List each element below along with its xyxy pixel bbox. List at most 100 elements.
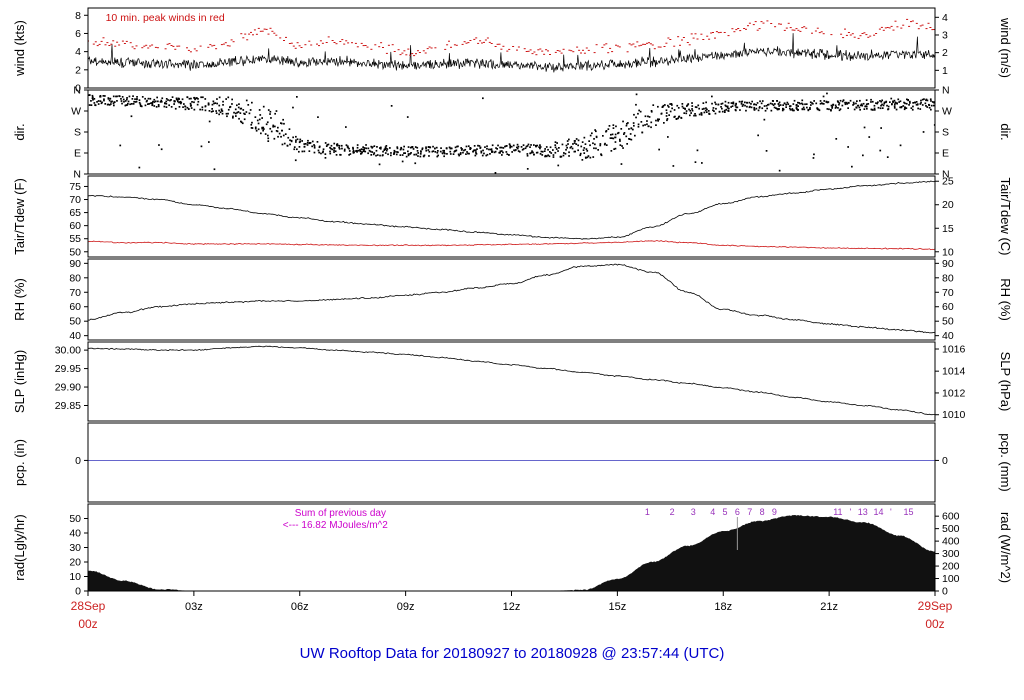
- rad-annotation: 7: [747, 507, 752, 517]
- pcp-ylabel-left: pcp. (in): [12, 439, 27, 486]
- wind-annotation: 10 min. peak winds in red: [106, 12, 225, 24]
- pcp-panel-border: [87, 422, 936, 503]
- panel-wind: 0 2 4 6 8 1 2 3 4 wind (kts) wind (m/s) 10 min. pea…: [12, 7, 1013, 95]
- x-tick-label: 21z: [820, 601, 838, 613]
- temp-ytick-right: 25: [942, 176, 954, 188]
- rad-annotation: 15: [903, 507, 913, 517]
- rh-ytick-right: 40: [942, 330, 954, 342]
- x-tick-label: 12z: [503, 601, 521, 613]
- slp-ytick-left: 29.90: [55, 382, 81, 394]
- slp-ytick-right: 1012: [942, 387, 966, 399]
- rh-ytick-left: 40: [69, 330, 81, 342]
- slp-series: [88, 345, 935, 416]
- rh-ytick-left: 80: [69, 272, 81, 284]
- temp-ytick-left: 60: [69, 220, 81, 232]
- temp-ytick-left: 50: [69, 246, 81, 258]
- rad-annotation: 11: [833, 507, 842, 517]
- temp-ytick-left: 55: [69, 233, 81, 245]
- rh-panel-border: [87, 258, 936, 341]
- wind-ylabel-left: wind (kts): [12, 20, 27, 77]
- rh-ytick-left: 60: [69, 301, 81, 313]
- wind-panel-border: [87, 7, 936, 89]
- dir-ytick-right: N: [942, 85, 950, 97]
- dir-ytick-left: N: [73, 169, 81, 181]
- x-axis: 03z 06z 09z 12z 15z 18z 21z 28Sep 00z 29Sep 00z: [71, 591, 953, 631]
- rad-annotation: ': [849, 507, 851, 517]
- rad-annotation: 6: [735, 507, 740, 517]
- slp-ytick-right: 1014: [942, 366, 966, 378]
- rad-annotation: 4: [710, 507, 715, 517]
- slp-panel-border: [87, 341, 936, 422]
- temp-series: [88, 180, 935, 251]
- rh-ylabel-right: RH (%): [998, 278, 1013, 321]
- rad-annotation: 5: [722, 507, 727, 517]
- rad-ytick-left: 0: [75, 586, 81, 598]
- rh-ytick-right: 80: [942, 272, 954, 284]
- slp-ylabel-left: SLP (inHg): [12, 350, 27, 413]
- pcp-ytick-right: 0: [942, 455, 948, 467]
- panel-rad: 010203040500100200300400500600rad(Lgly/h…: [12, 503, 1013, 598]
- end-date-label: 29Sep: [918, 599, 953, 613]
- rad-ytick-left: 50: [69, 513, 81, 525]
- temp-ytick-right: 20: [942, 199, 954, 211]
- temp-ytick-left: 70: [69, 194, 81, 206]
- temp-ytick-left: 75: [69, 181, 81, 193]
- x-tick-label: 06z: [291, 601, 309, 613]
- end-time-label: 00z: [925, 617, 944, 631]
- rad-ytick-left: 20: [69, 557, 81, 569]
- dir-ytick-right: E: [942, 148, 949, 160]
- wind-ytick-right: 1: [942, 65, 948, 77]
- dir-ytick-left: S: [74, 127, 81, 139]
- rad-ytick-right: 600: [942, 511, 960, 523]
- rad-ytick-right: 200: [942, 561, 960, 573]
- wind-ytick-left: 4: [75, 46, 81, 58]
- temp-ylabel-left: Tair/Tdew (F): [12, 178, 27, 255]
- rad-annotation: 3: [691, 507, 696, 517]
- rad-annotation: 8: [760, 507, 765, 517]
- wind-ytick-left: 2: [75, 64, 81, 76]
- temp-ytick-right: 15: [942, 223, 954, 235]
- dir-panel-border: [87, 89, 936, 175]
- rad-annotation: 9: [772, 507, 777, 517]
- temp-ytick-left: 65: [69, 207, 81, 219]
- slp-ytick-right: 1016: [942, 344, 966, 356]
- dir-ytick-right: N: [942, 169, 950, 181]
- rad-annotation: 1: [645, 507, 650, 517]
- temp-panel-border: [87, 175, 936, 258]
- rad-annotation: 13: [858, 507, 868, 517]
- dir-ytick-left: E: [74, 148, 81, 160]
- rad-ytick-left: 40: [69, 528, 81, 540]
- start-date-label: 28Sep: [71, 599, 106, 613]
- temp-ylabel-right: Tair/Tdew (C): [998, 177, 1013, 255]
- rad-ytick-right: 100: [942, 573, 960, 585]
- rad-annotation: Sum of previous day: [295, 508, 386, 519]
- wind-ytick-right: 2: [942, 47, 948, 59]
- rad-annotation: 2: [670, 507, 675, 517]
- wind-ylabel-right: wind (m/s): [998, 17, 1013, 78]
- dir-ylabel-right: dir.: [998, 123, 1013, 140]
- dir-ytick-left: W: [71, 106, 81, 118]
- rh-ytick-left: 50: [69, 316, 81, 328]
- rh-ytick-left: 90: [69, 258, 81, 270]
- rad-ylabel-left: rad(Lgly/hr): [12, 514, 27, 580]
- wind-ytick-left: 6: [75, 28, 81, 40]
- wind-ytick-left: 0: [75, 83, 81, 95]
- rad-ytick-left: 10: [69, 571, 81, 583]
- dir-ytick-right: S: [942, 127, 949, 139]
- wind-ytick-right: 4: [942, 12, 948, 24]
- wind-ytick-left: 8: [75, 10, 81, 22]
- panel-pcp: 0 0 pcp. (in) pcp. (mm): [12, 422, 1013, 503]
- rad-series: [88, 515, 935, 591]
- rad-annotation: ': [890, 507, 892, 517]
- slp-ytick-right: 1010: [942, 409, 966, 421]
- rh-ytick-right: 50: [942, 316, 954, 328]
- pcp-ytick-left: 0: [75, 455, 81, 467]
- dir-ytick-left: N: [73, 85, 81, 97]
- page-title: UW Rooftop Data for 20180927 to 20180928…: [299, 645, 725, 662]
- rad-ytick-right: 400: [942, 536, 960, 548]
- rh-ylabel-left: RH (%): [12, 278, 27, 321]
